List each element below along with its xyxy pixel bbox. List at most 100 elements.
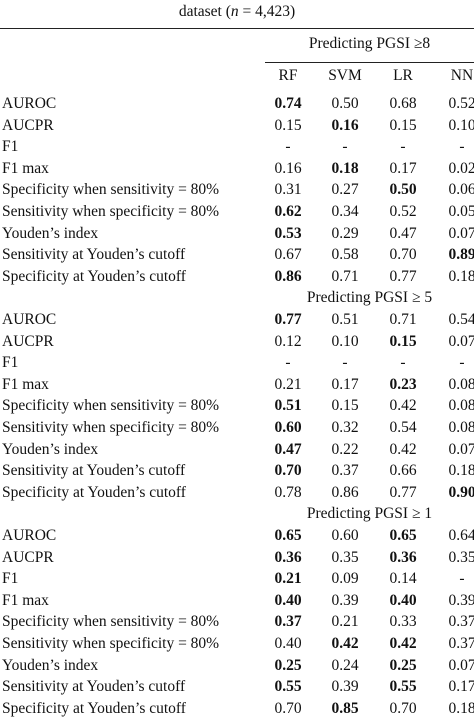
- cell: 0.08: [448, 419, 474, 436]
- cell: -: [459, 570, 465, 588]
- cell: 0.77: [389, 483, 417, 501]
- row-label: F1 max: [2, 591, 49, 609]
- cell: 0.71: [331, 267, 359, 285]
- cell: -: [285, 354, 291, 372]
- caption-var: n: [230, 3, 239, 20]
- cell: 0.24: [331, 656, 359, 674]
- cell: 0.32: [331, 419, 359, 436]
- cell: -: [400, 138, 406, 156]
- row-label: F1 max: [2, 159, 49, 177]
- row-label: AUCPR: [2, 332, 54, 350]
- cell: 0.09: [331, 570, 359, 588]
- cell: 0.37: [274, 613, 302, 631]
- cell: 0.07: [448, 440, 474, 458]
- cell: 0.17: [448, 678, 474, 696]
- cell: 0.66: [389, 462, 417, 480]
- block-header: Predicting PGSI ≥ 5: [306, 289, 433, 307]
- rule: [265, 62, 474, 63]
- cell: 0.06: [448, 181, 474, 199]
- cell: 0.35: [448, 548, 474, 566]
- cell: 0.78: [274, 483, 302, 501]
- cell: 0.25: [274, 656, 302, 674]
- cell: 0.47: [274, 440, 302, 458]
- row-label: Youden’s index: [2, 656, 99, 674]
- cell: 0.42: [389, 397, 417, 415]
- cell: 0.16: [274, 159, 302, 177]
- cell: 0.71: [389, 311, 417, 328]
- cell: -: [342, 354, 348, 372]
- caption-text: dataset (: [178, 3, 231, 20]
- row-label: Specificity at Youden’s cutoff: [2, 267, 186, 285]
- cell: 0.39: [448, 591, 474, 609]
- row-label: Sensitivity when specificity = 80%: [2, 635, 220, 652]
- cell: 0.65: [274, 527, 302, 544]
- cell: 0.21: [274, 570, 302, 588]
- cell: 0.02: [448, 159, 474, 177]
- rule: [0, 28, 474, 29]
- cell: 0.33: [389, 613, 417, 631]
- row-label: Sensitivity when specificity = 80%: [2, 419, 220, 436]
- cell: 0.70: [274, 699, 302, 717]
- row-label: Youden’s index: [2, 440, 99, 458]
- cell: 0.34: [331, 203, 359, 220]
- cell: 0.70: [389, 246, 417, 264]
- cell: 0.67: [274, 246, 302, 264]
- cell: 0.15: [274, 116, 302, 134]
- cell: 0.55: [274, 678, 302, 696]
- cell: 0.50: [331, 95, 359, 112]
- cell: 0.58: [331, 246, 359, 264]
- cell: 0.05: [448, 203, 474, 220]
- row-label: Specificity when sensitivity = 80%: [2, 613, 220, 631]
- cell: 0.35: [331, 548, 359, 566]
- cell: 0.39: [331, 678, 359, 696]
- cell: 0.29: [331, 224, 359, 242]
- cell: 0.27: [331, 181, 359, 199]
- row-label: F1 max: [2, 375, 49, 393]
- cell: 0.52: [448, 95, 474, 112]
- cell: 0.42: [389, 440, 417, 458]
- cell: 0.65: [389, 527, 417, 544]
- cell: 0.14: [389, 570, 417, 588]
- cell: 0.89: [448, 246, 474, 264]
- cell: 0.07: [448, 224, 474, 242]
- cell: 0.21: [331, 613, 359, 631]
- cell: 0.39: [331, 591, 359, 609]
- row-label: Sensitivity at Youden’s cutoff: [2, 246, 186, 264]
- cell: 0.53: [274, 224, 302, 242]
- row-label: AUCPR: [2, 548, 54, 566]
- cell: 0.17: [331, 375, 359, 393]
- row-label: AUROC: [2, 95, 57, 112]
- cell: 0.68: [389, 95, 417, 112]
- cell: 0.42: [331, 635, 359, 652]
- cell: 0.37: [448, 613, 474, 631]
- row-label: Youden’s index: [2, 224, 99, 242]
- row-label: Sensitivity at Youden’s cutoff: [2, 678, 186, 696]
- cell: 0.10: [331, 332, 359, 350]
- cell: 0.42: [389, 635, 417, 652]
- cell: 0.86: [331, 483, 359, 501]
- row-label: F1: [2, 138, 19, 156]
- cell: 0.12: [274, 332, 302, 350]
- cell: -: [342, 138, 348, 156]
- cell: 0.74: [274, 95, 302, 112]
- cell: 0.37: [448, 635, 474, 652]
- cell: 0.15: [331, 397, 359, 415]
- cell: 0.86: [274, 267, 302, 285]
- column-header: LR: [393, 67, 413, 84]
- cell: 0.47: [389, 224, 417, 242]
- cell: 0.36: [274, 548, 302, 566]
- column-header: SVM: [328, 67, 362, 84]
- column-header: NN: [450, 67, 474, 84]
- cell: 0.77: [389, 267, 417, 285]
- cell: -: [459, 354, 465, 372]
- cell: 0.17: [389, 159, 417, 177]
- cell: -: [459, 138, 465, 156]
- cell: 0.70: [389, 699, 417, 717]
- row-label: AUROC: [2, 527, 57, 544]
- cell: 0.52: [389, 203, 417, 220]
- row-label: AUROC: [2, 311, 57, 328]
- cell: -: [400, 354, 406, 372]
- cell: 0.08: [448, 397, 474, 415]
- cell: 0.85: [331, 699, 359, 717]
